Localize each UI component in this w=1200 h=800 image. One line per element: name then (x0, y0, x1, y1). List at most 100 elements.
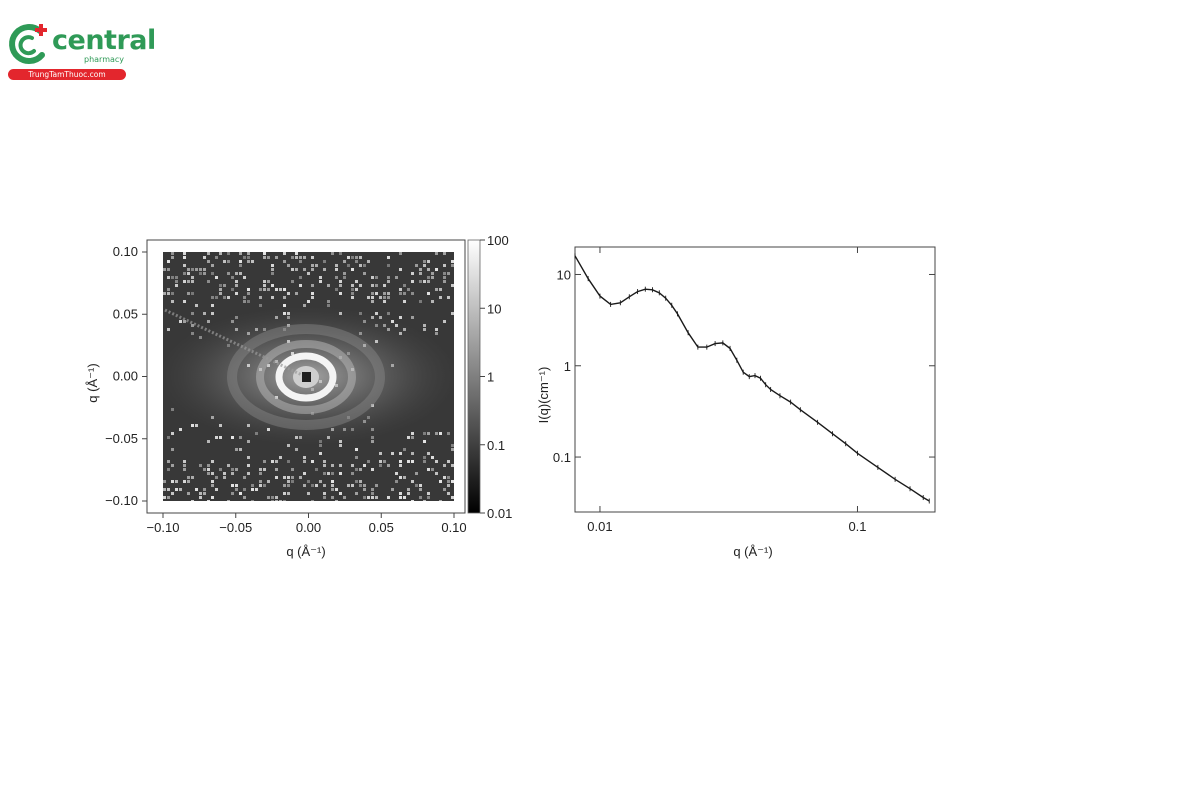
noise-pixel (239, 252, 242, 255)
noise-pixel (163, 480, 166, 483)
noise-pixel (211, 272, 214, 275)
noise-pixel (359, 284, 362, 287)
noise-pixel (335, 288, 338, 291)
noise-pixel (231, 472, 234, 475)
noise-pixel (195, 424, 198, 427)
noise-pixel (339, 444, 342, 447)
noise-pixel (215, 436, 218, 439)
noise-pixel (439, 432, 442, 435)
logo-mark-icon (9, 24, 47, 64)
noise-pixel (227, 500, 230, 501)
noise-pixel (447, 272, 450, 275)
noise-pixel (239, 264, 242, 267)
noise-pixel (335, 268, 338, 271)
noise-pixel (411, 500, 414, 501)
brand-logo[interactable]: central pharmacy TrungTamThuoc.com (6, 22, 156, 82)
noise-pixel (207, 440, 210, 443)
noise-pixel (423, 280, 426, 283)
noise-pixel (163, 292, 166, 295)
noise-pixel (167, 288, 170, 291)
noise-pixel (259, 288, 262, 291)
noise-pixel (259, 472, 262, 475)
noise-pixel (323, 492, 326, 495)
noise-pixel (227, 272, 230, 275)
noise-pixel (183, 300, 186, 303)
noise-pixel (315, 468, 318, 471)
noise-pixel (231, 288, 234, 291)
noise-pixel (399, 476, 402, 479)
noise-pixel (311, 292, 314, 295)
noise-pixel (359, 264, 362, 267)
noise-pixel (403, 292, 406, 295)
noise-pixel (299, 260, 302, 263)
noise-pixel (291, 268, 294, 271)
noise-pixel (279, 288, 282, 291)
noise-pixel (259, 296, 262, 299)
noise-pixel (187, 280, 190, 283)
noise-pixel (223, 296, 226, 299)
noise-pixel (371, 276, 374, 279)
noise-pixel (359, 484, 362, 487)
noise-pixel (179, 320, 182, 323)
noise-pixel (427, 260, 430, 263)
noise-pixel (391, 488, 394, 491)
noise-pixel (231, 468, 234, 471)
noise-pixel (191, 424, 194, 427)
noise-pixel (303, 304, 306, 307)
noise-pixel (283, 288, 286, 291)
noise-pixel (331, 480, 334, 483)
noise-pixel (351, 484, 354, 487)
noise-pixel (347, 256, 350, 259)
noise-pixel (367, 260, 370, 263)
noise-pixel (267, 496, 270, 499)
noise-pixel (363, 264, 366, 267)
noise-pixel (231, 436, 234, 439)
noise-pixel (207, 500, 210, 501)
noise-pixel (399, 268, 402, 271)
noise-pixel (275, 468, 278, 471)
noise-pixel (263, 252, 266, 255)
noise-pixel (423, 260, 426, 263)
noise-pixel (263, 284, 266, 287)
noise-pixel (167, 460, 170, 463)
noise-pixel (343, 496, 346, 499)
noise-pixel (215, 256, 218, 259)
noise-pixel (319, 480, 322, 483)
noise-pixel (443, 488, 446, 491)
noise-pixel (171, 480, 174, 483)
noise-pixel (419, 272, 422, 275)
noise-pixel (211, 296, 214, 299)
noise-pixel (399, 252, 402, 255)
noise-pixel (271, 460, 274, 463)
noise-pixel (363, 464, 366, 467)
noise-pixel (423, 500, 426, 501)
noise-pixel (323, 260, 326, 263)
noise-pixel (427, 432, 430, 435)
noise-pixel (307, 492, 310, 495)
noise-pixel (339, 284, 342, 287)
noise-pixel (431, 272, 434, 275)
noise-pixel (431, 300, 434, 303)
noise-pixel (419, 268, 422, 271)
noise-pixel (399, 492, 402, 495)
noise-pixel (175, 480, 178, 483)
noise-pixel (411, 272, 414, 275)
noise-pixel (287, 492, 290, 495)
noise-pixel (191, 324, 194, 327)
noise-pixel (447, 484, 450, 487)
noise-pixel (391, 452, 394, 455)
noise-pixel (323, 472, 326, 475)
noise-pixel (223, 284, 226, 287)
noise-pixel (419, 484, 422, 487)
heatmap-y-tick-label: −0.05 (105, 431, 138, 446)
noise-pixel (423, 456, 426, 459)
noise-pixel (399, 452, 402, 455)
noise-pixel (395, 472, 398, 475)
noise-pixel (443, 276, 446, 279)
noise-pixel (207, 280, 210, 283)
noise-pixel (375, 276, 378, 279)
noise-pixel (447, 460, 450, 463)
noise-pixel (247, 256, 250, 259)
noise-pixel (331, 464, 334, 467)
noise-pixel (371, 492, 374, 495)
